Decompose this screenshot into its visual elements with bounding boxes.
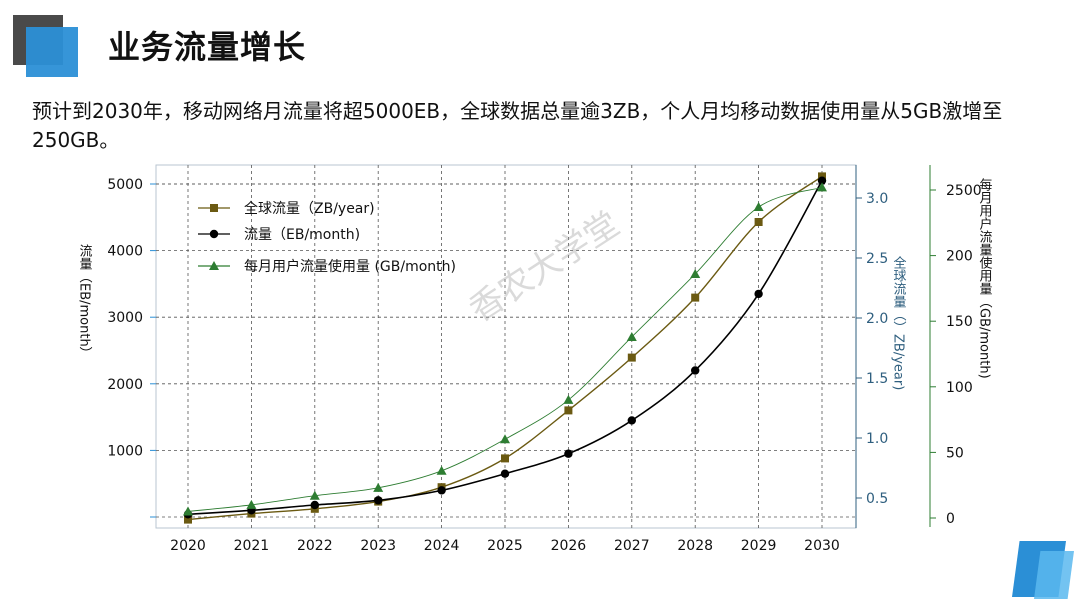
series-line-triangle xyxy=(187,186,823,512)
x-axis-tick-label: 2022 xyxy=(297,538,333,554)
data-point-triangle xyxy=(373,482,384,492)
data-point-circle xyxy=(817,176,827,185)
data-point-square xyxy=(627,353,636,362)
x-axis-tick-label: 2023 xyxy=(360,538,396,554)
right-axis-1-tick-label: 1.5 xyxy=(866,371,888,387)
x-axis-tick-label: 2027 xyxy=(614,538,650,554)
corner-decoration-light-blue xyxy=(1034,551,1074,599)
x-axis-tick-label: 2024 xyxy=(424,538,460,554)
right-axis-1-tick-label: 3.0 xyxy=(866,191,888,207)
left-axis-tick-label: 3000 xyxy=(107,310,143,326)
x-axis-tick-label: 2030 xyxy=(804,538,840,554)
data-point-circle xyxy=(564,449,573,458)
right-axis-1-tick-label: 2.0 xyxy=(866,311,888,327)
data-point-triangle xyxy=(436,465,447,475)
legend-marker-triangle xyxy=(209,261,219,270)
data-point-triangle xyxy=(817,182,827,192)
legend-marker-square xyxy=(210,204,218,212)
left-axis-tick-label: 2000 xyxy=(107,377,143,393)
x-axis-tick-label: 2025 xyxy=(487,538,523,554)
right-axis-2-tick-label: 2500 xyxy=(946,183,982,199)
data-point-triangle xyxy=(246,499,257,509)
data-point-square xyxy=(501,454,509,463)
data-point-circle xyxy=(500,469,510,478)
right-axis-1-tick-label: 1.0 xyxy=(866,431,888,447)
legend-label: 每月用户流量使用量 (GB/month) xyxy=(244,258,456,275)
data-point-triangle xyxy=(500,434,510,444)
legend-label: 流量（EB/month) xyxy=(244,227,360,243)
data-point-triangle xyxy=(563,394,574,404)
right-axis-2-tick-label: 200 xyxy=(946,249,973,265)
left-axis-tick-label: 1000 xyxy=(107,443,143,459)
data-point-triangle xyxy=(753,202,764,212)
data-point-circle xyxy=(754,289,763,299)
data-point-triangle xyxy=(626,331,637,341)
x-axis-tick-label: 2020 xyxy=(170,538,206,554)
data-point-circle xyxy=(310,500,319,510)
data-point-triangle xyxy=(309,490,320,500)
right-axis-2-tick-label: 100 xyxy=(946,380,973,396)
data-point-square xyxy=(691,293,700,302)
data-point-circle xyxy=(627,416,636,425)
right-axis-1-tick-label: 2.5 xyxy=(866,251,888,267)
right-axis-1-tick-label: 0.5 xyxy=(866,491,888,507)
legend-label: 全球流量（ZB/year) xyxy=(244,200,375,217)
right-axis-2-label: 每月用户流量使用量（GB/month) xyxy=(977,177,993,378)
series-line-square xyxy=(187,175,823,521)
data-point-square xyxy=(564,406,573,415)
title-decoration-blue xyxy=(26,27,78,77)
x-axis-tick-label: 2029 xyxy=(741,538,777,554)
right-axis-1-label: 全球流量（）ZB/year) xyxy=(891,255,907,390)
left-axis-tick-label: 5000 xyxy=(107,177,143,193)
description-text: 预计到2030年，移动网络月流量将超5000EB，全球数据总量逾3ZB，个人月均… xyxy=(32,99,1003,152)
data-point-circle xyxy=(374,496,383,505)
legend-marker-circle xyxy=(209,229,219,239)
left-axis-label: 流量（EB/month） xyxy=(77,244,93,360)
page-title: 业务流量增长 xyxy=(108,28,307,66)
data-point-triangle xyxy=(183,506,193,516)
data-point-square xyxy=(754,218,763,226)
right-axis-2-tick-label: 0 xyxy=(946,511,955,527)
right-axis-2-tick-label: 150 xyxy=(946,314,973,330)
x-axis-tick-label: 2028 xyxy=(677,538,713,554)
x-axis-tick-label: 2021 xyxy=(234,538,270,554)
data-point-circle xyxy=(437,486,446,495)
data-point-triangle xyxy=(690,268,701,278)
data-point-circle xyxy=(691,366,700,375)
x-axis-tick-label: 2026 xyxy=(551,538,587,554)
data-point-square xyxy=(818,172,826,181)
right-axis-2-tick-label: 50 xyxy=(946,445,964,461)
data-point-square xyxy=(184,515,192,524)
left-axis-tick-label: 4000 xyxy=(107,244,143,260)
